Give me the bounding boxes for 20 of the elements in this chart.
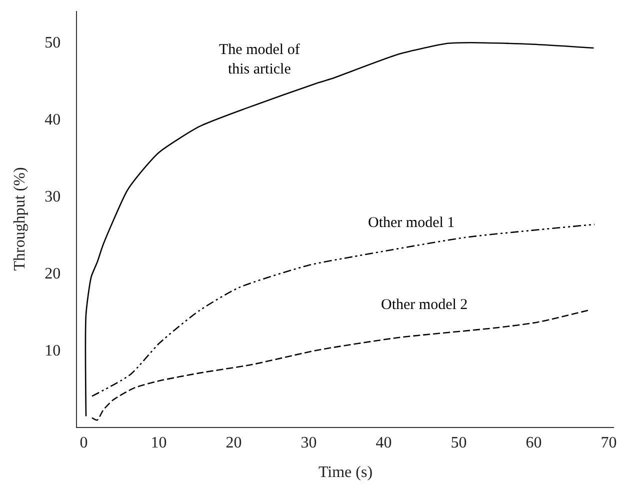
line-series xyxy=(84,42,594,417)
y-tick-label: 40 xyxy=(44,111,61,128)
x-axis-title: Time (s) xyxy=(318,464,373,482)
x-tick-label: 30 xyxy=(300,434,317,452)
y-tick-label: 50 xyxy=(44,34,61,52)
series-label: Other model 2 xyxy=(381,297,468,313)
y-tick-label: 30 xyxy=(44,188,61,206)
x-tick-label: 50 xyxy=(450,434,467,452)
x-tick-label: 60 xyxy=(526,434,542,452)
x-tick-label: 10 xyxy=(150,434,167,452)
series-label: Other model 1 xyxy=(368,215,455,231)
x-tick-label: 20 xyxy=(226,434,242,452)
y-tick-label: 20 xyxy=(44,266,61,283)
x-tick-label: 70 xyxy=(600,434,617,452)
x-tick-label: 40 xyxy=(376,434,392,452)
x-tick-label: 0 xyxy=(80,434,88,452)
series-label: The model of this article xyxy=(219,42,300,78)
y-axis-title: Throughput (%) xyxy=(12,167,29,271)
y-tick-label: 10 xyxy=(44,342,61,360)
line-series xyxy=(91,309,591,421)
